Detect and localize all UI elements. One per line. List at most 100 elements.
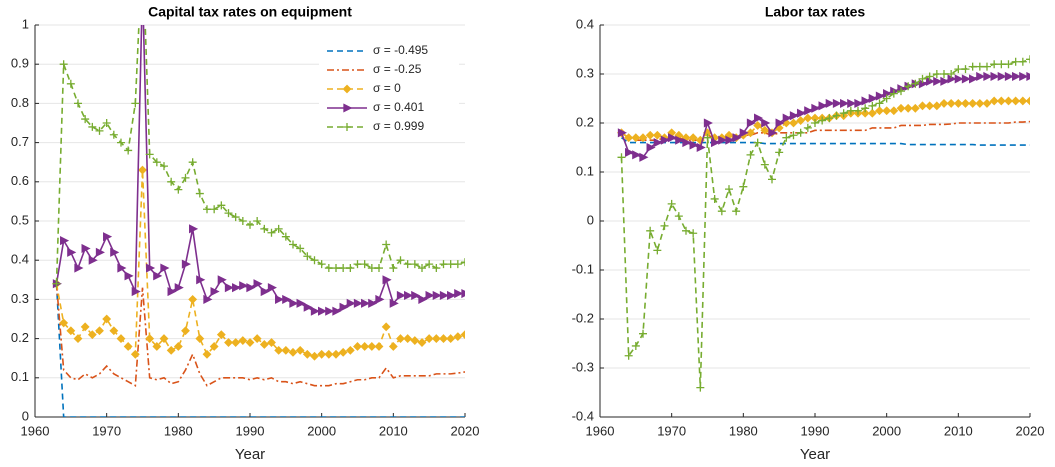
marker [382, 275, 392, 285]
marker [925, 72, 934, 81]
marker [832, 98, 842, 108]
marker [81, 243, 91, 253]
marker [411, 290, 421, 301]
x-tick-label: 1970 [92, 423, 121, 438]
marker [946, 98, 956, 108]
marker [124, 271, 134, 281]
marker [910, 103, 920, 113]
marker [102, 314, 112, 324]
marker [1026, 71, 1030, 82]
marker [310, 256, 319, 265]
marker [746, 150, 755, 159]
x-tick-label: 1980 [164, 423, 193, 438]
y-tick-label: 0.4 [576, 16, 594, 31]
series-line [55, 170, 465, 358]
marker [1025, 96, 1030, 106]
legend: σ = -0.495 σ = -0.25 σ = 0 σ = 0.401 σ = 0.9… [319, 39, 459, 140]
marker [825, 98, 835, 108]
marker [339, 302, 349, 312]
marker [203, 205, 211, 214]
marker [361, 298, 371, 308]
marker [81, 115, 90, 124]
marker [976, 71, 986, 82]
marker [439, 334, 448, 344]
x-tick-label: 2010 [944, 423, 973, 438]
marker [281, 232, 290, 241]
marker [431, 334, 441, 344]
chart-title: Labor tax rates [765, 4, 866, 20]
marker [968, 62, 977, 71]
marker [145, 334, 155, 344]
y-tick-label: 0.4 [11, 252, 29, 267]
marker [918, 101, 927, 111]
marker [889, 89, 898, 98]
marker [725, 185, 733, 194]
marker [867, 108, 877, 118]
y-tick-label: -0.2 [572, 310, 594, 325]
marker [768, 175, 776, 184]
y-tick-label: 0.7 [11, 134, 29, 149]
y-tick-label: 0.9 [11, 56, 29, 71]
marker [839, 109, 848, 118]
marker [152, 158, 161, 167]
marker [997, 71, 1007, 82]
marker [217, 201, 226, 210]
marker [861, 96, 871, 106]
marker [318, 306, 328, 316]
marker [624, 133, 634, 143]
x-tick-label: 1980 [729, 423, 758, 438]
marker [432, 264, 441, 273]
plot-area [52, 25, 465, 417]
marker [882, 106, 892, 116]
y-tick-label: -0.1 [572, 261, 594, 276]
marker [296, 244, 305, 253]
marker [617, 128, 627, 138]
marker [317, 260, 326, 269]
x-tick-label: 2000 [872, 423, 901, 438]
marker [782, 113, 792, 123]
marker [653, 246, 662, 255]
marker [682, 138, 692, 148]
marker [167, 287, 177, 297]
marker [461, 288, 465, 299]
marker [975, 98, 985, 108]
marker [624, 351, 633, 360]
marker [281, 345, 291, 355]
x-tick-label: 2020 [451, 423, 480, 438]
marker [87, 330, 97, 340]
marker [775, 118, 785, 128]
marker [317, 349, 327, 359]
marker [232, 283, 242, 293]
y-tick-label: 0.6 [11, 173, 29, 188]
marker [660, 221, 669, 230]
panel: Labor tax rates -0.4 -0.3 -0.2 -0.1 0 0.1 0.2 0.… [572, 4, 1045, 463]
marker [645, 130, 655, 140]
marker [861, 104, 870, 113]
marker [159, 334, 169, 344]
marker [746, 118, 756, 128]
marker [1018, 96, 1028, 106]
marker [146, 263, 156, 273]
marker [696, 142, 706, 153]
marker [990, 60, 999, 69]
marker [631, 341, 640, 350]
marker [389, 264, 398, 273]
marker [332, 306, 342, 316]
marker [131, 287, 141, 297]
marker [725, 135, 735, 145]
x-tick-label: 2020 [1016, 423, 1045, 438]
y-tick-label: -0.4 [572, 408, 594, 423]
marker [88, 255, 98, 265]
marker [267, 228, 276, 237]
marker [173, 342, 183, 351]
marker [753, 138, 762, 147]
marker [732, 133, 742, 143]
marker [453, 332, 463, 342]
y-tick-label: 0.8 [11, 95, 29, 110]
marker [460, 330, 465, 340]
marker [389, 298, 399, 308]
marker [432, 290, 442, 301]
marker [718, 135, 728, 145]
marker [667, 199, 676, 208]
marker [911, 79, 920, 88]
